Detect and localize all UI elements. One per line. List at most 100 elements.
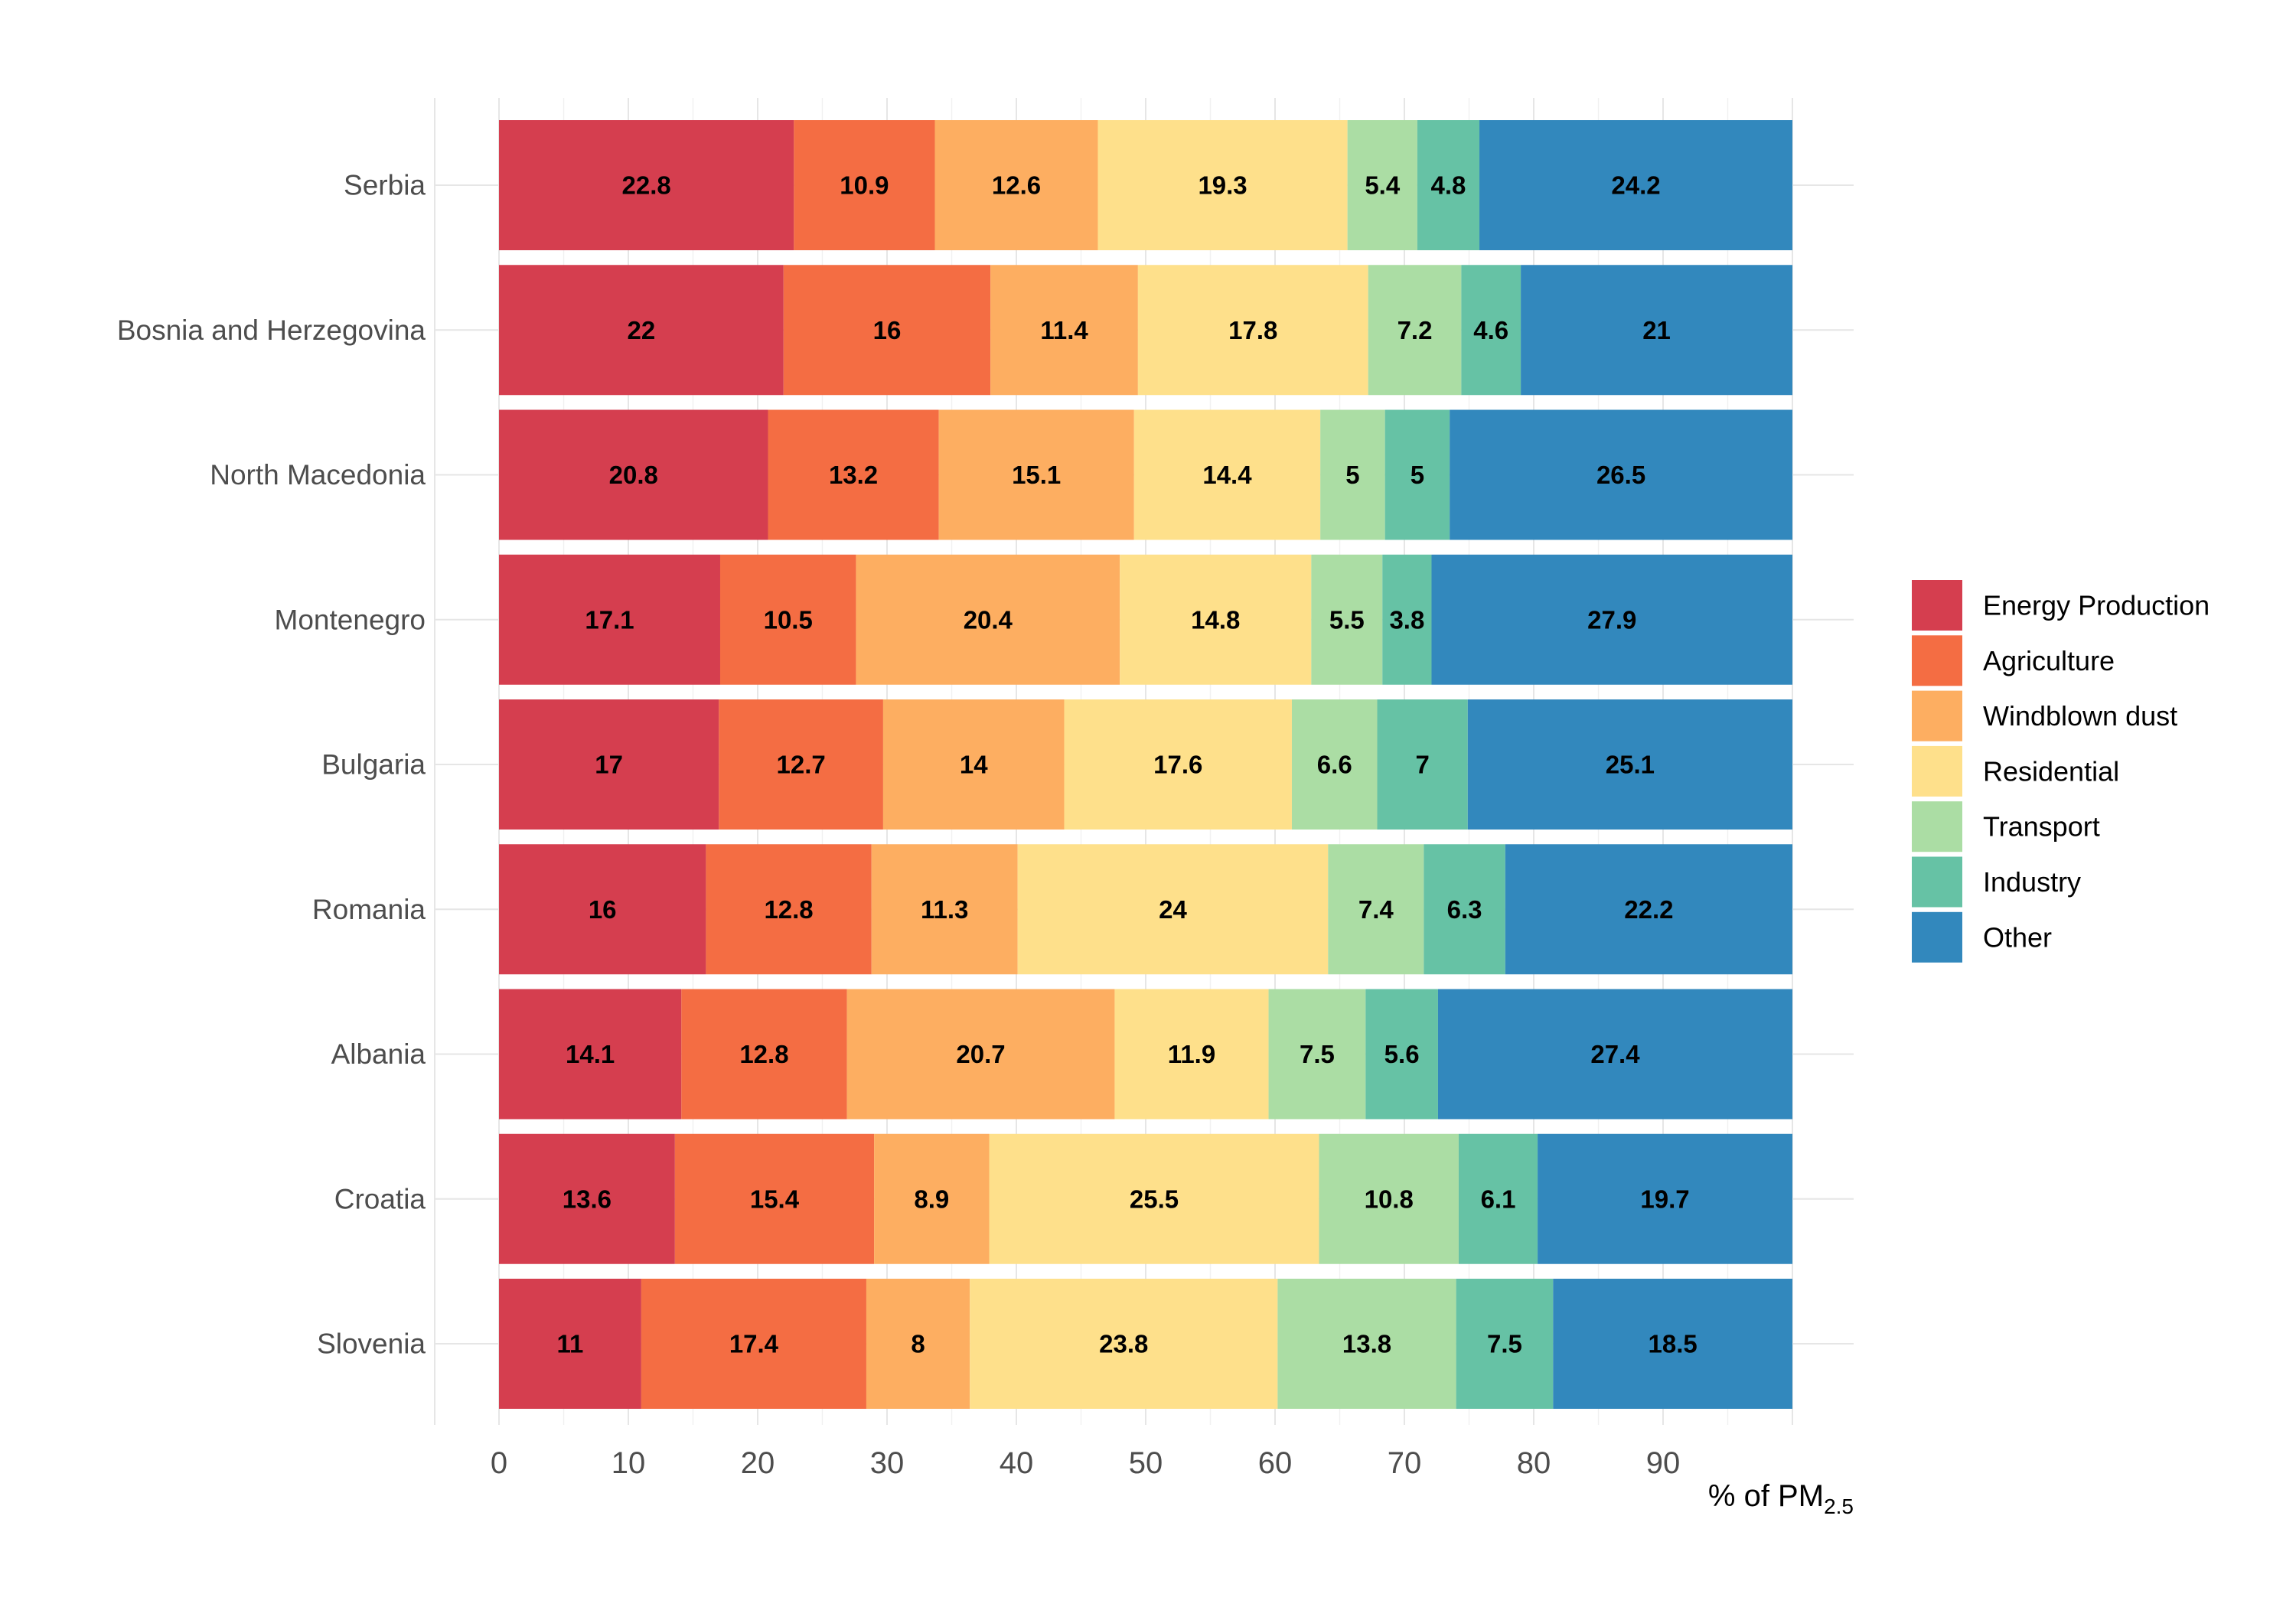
- bar-segment: [1133, 409, 1321, 540]
- data-label: 18.5: [1649, 1330, 1698, 1358]
- legend-label: Windblown dust: [1983, 700, 2177, 732]
- data-label: 16: [873, 316, 902, 344]
- bar-segment: [1268, 989, 1366, 1120]
- data-label: 10.9: [840, 171, 889, 200]
- bar-segment: [674, 1133, 875, 1264]
- legend-key: [1912, 911, 1962, 963]
- bar-segment: [1521, 265, 1792, 396]
- x-tick-label: 30: [870, 1446, 905, 1480]
- bar-segment: [1137, 265, 1368, 396]
- bar-segment: [1320, 409, 1385, 540]
- x-axis: 0 10 20 30 40 50 60 70 80 90: [491, 1446, 1680, 1480]
- data-label: 14: [960, 751, 988, 779]
- data-label: 12.8: [739, 1040, 788, 1068]
- category-label: Romania: [312, 894, 426, 925]
- data-label: 11.9: [1168, 1040, 1215, 1068]
- data-label: 3.8: [1389, 605, 1424, 634]
- bar-segment: [1064, 699, 1292, 830]
- legend-label: Industry: [1983, 866, 2081, 898]
- data-label: 10.5: [764, 605, 813, 634]
- data-label: 13.6: [563, 1185, 612, 1213]
- data-label: 8: [911, 1330, 925, 1358]
- x-tick-label: 80: [1517, 1446, 1551, 1480]
- bar-segment: [499, 265, 784, 396]
- bar-segment: [1114, 989, 1269, 1120]
- category-label: Slovenia: [317, 1328, 426, 1360]
- data-label: 4.8: [1431, 171, 1466, 200]
- data-label: 14.1: [566, 1040, 615, 1068]
- data-label: 19.7: [1640, 1185, 1689, 1213]
- legend-key: [1912, 745, 1962, 797]
- data-label: 20.7: [956, 1040, 1005, 1068]
- bar-segment: [1097, 120, 1348, 250]
- data-label: 12.7: [776, 751, 825, 779]
- data-label: 11.3: [921, 895, 968, 924]
- bar-segment: [719, 699, 883, 830]
- data-label: 11.4: [1040, 316, 1088, 344]
- bar-segment: [499, 554, 720, 685]
- x-axis-title: % of PM2.5: [1708, 1479, 1854, 1518]
- data-label: 5: [1345, 461, 1359, 489]
- data-label: 17.4: [729, 1330, 779, 1358]
- data-label: 7.4: [1358, 895, 1394, 924]
- bar-segment: [641, 1279, 866, 1409]
- category-label: Bulgaria: [321, 749, 426, 781]
- x-tick-label: 0: [491, 1446, 507, 1480]
- data-label: 7.5: [1487, 1330, 1522, 1358]
- data-label: 24: [1159, 895, 1187, 924]
- data-label: 23.8: [1099, 1330, 1148, 1358]
- legend-label: Transport: [1983, 811, 2100, 843]
- bar-segment: [1461, 265, 1521, 396]
- data-label: 22.8: [622, 171, 671, 200]
- bar-segment: [499, 1279, 641, 1409]
- bar-segment: [1120, 554, 1312, 685]
- data-label: 17.1: [585, 605, 634, 634]
- bar-segment: [794, 120, 935, 250]
- bars: [499, 120, 1792, 1409]
- bar-segment: [1319, 1133, 1459, 1264]
- y-axis: Serbia Bosnia and Herzegovina North Macedo…: [117, 170, 426, 1360]
- bar-segment: [1553, 1279, 1792, 1409]
- bar-segment: [499, 989, 682, 1120]
- data-label: 27.9: [1587, 605, 1636, 634]
- data-label: 7.2: [1397, 316, 1433, 344]
- x-tick-label: 70: [1388, 1446, 1422, 1480]
- bar-segment: [681, 989, 847, 1120]
- data-label: 8.9: [914, 1185, 949, 1213]
- x-tick-label: 10: [612, 1446, 646, 1480]
- legend: Energy Production Agriculture Windblown du…: [1912, 580, 2210, 963]
- bar-segment: [1017, 844, 1329, 975]
- data-label: 15.4: [750, 1185, 800, 1213]
- bar-segment: [934, 120, 1098, 250]
- bar-segment: [1328, 844, 1424, 975]
- data-label: 5.6: [1384, 1040, 1420, 1068]
- legend-key: [1912, 801, 1962, 852]
- bar-segment: [1368, 265, 1462, 396]
- data-label: 17: [595, 751, 623, 779]
- data-label: 7.5: [1300, 1040, 1335, 1068]
- legend-key: [1912, 580, 1962, 631]
- data-label: 11: [557, 1330, 584, 1358]
- bar-segment: [1450, 409, 1792, 540]
- bar-segment: [499, 409, 768, 540]
- category-label: Bosnia and Herzegovina: [117, 315, 426, 346]
- legend-label: Agriculture: [1983, 645, 2115, 676]
- bar-segment: [499, 844, 706, 975]
- bar-segment: [990, 265, 1138, 396]
- data-label: 6.3: [1447, 895, 1482, 924]
- bar-segment: [1424, 844, 1505, 975]
- bar-segment: [1431, 554, 1792, 685]
- data-label: 17.8: [1228, 316, 1277, 344]
- bar-segment: [866, 1279, 970, 1409]
- bar-segment: [1277, 1279, 1456, 1409]
- data-label: 17.6: [1153, 751, 1202, 779]
- bar-segment: [1291, 699, 1378, 830]
- data-label: 16: [589, 895, 617, 924]
- category-label: Albania: [331, 1038, 426, 1070]
- data-label: 15.1: [1012, 461, 1061, 489]
- bar-segment: [882, 699, 1065, 830]
- data-label: 13.2: [829, 461, 878, 489]
- data-label: 5: [1411, 461, 1424, 489]
- bar-segment: [1365, 989, 1438, 1120]
